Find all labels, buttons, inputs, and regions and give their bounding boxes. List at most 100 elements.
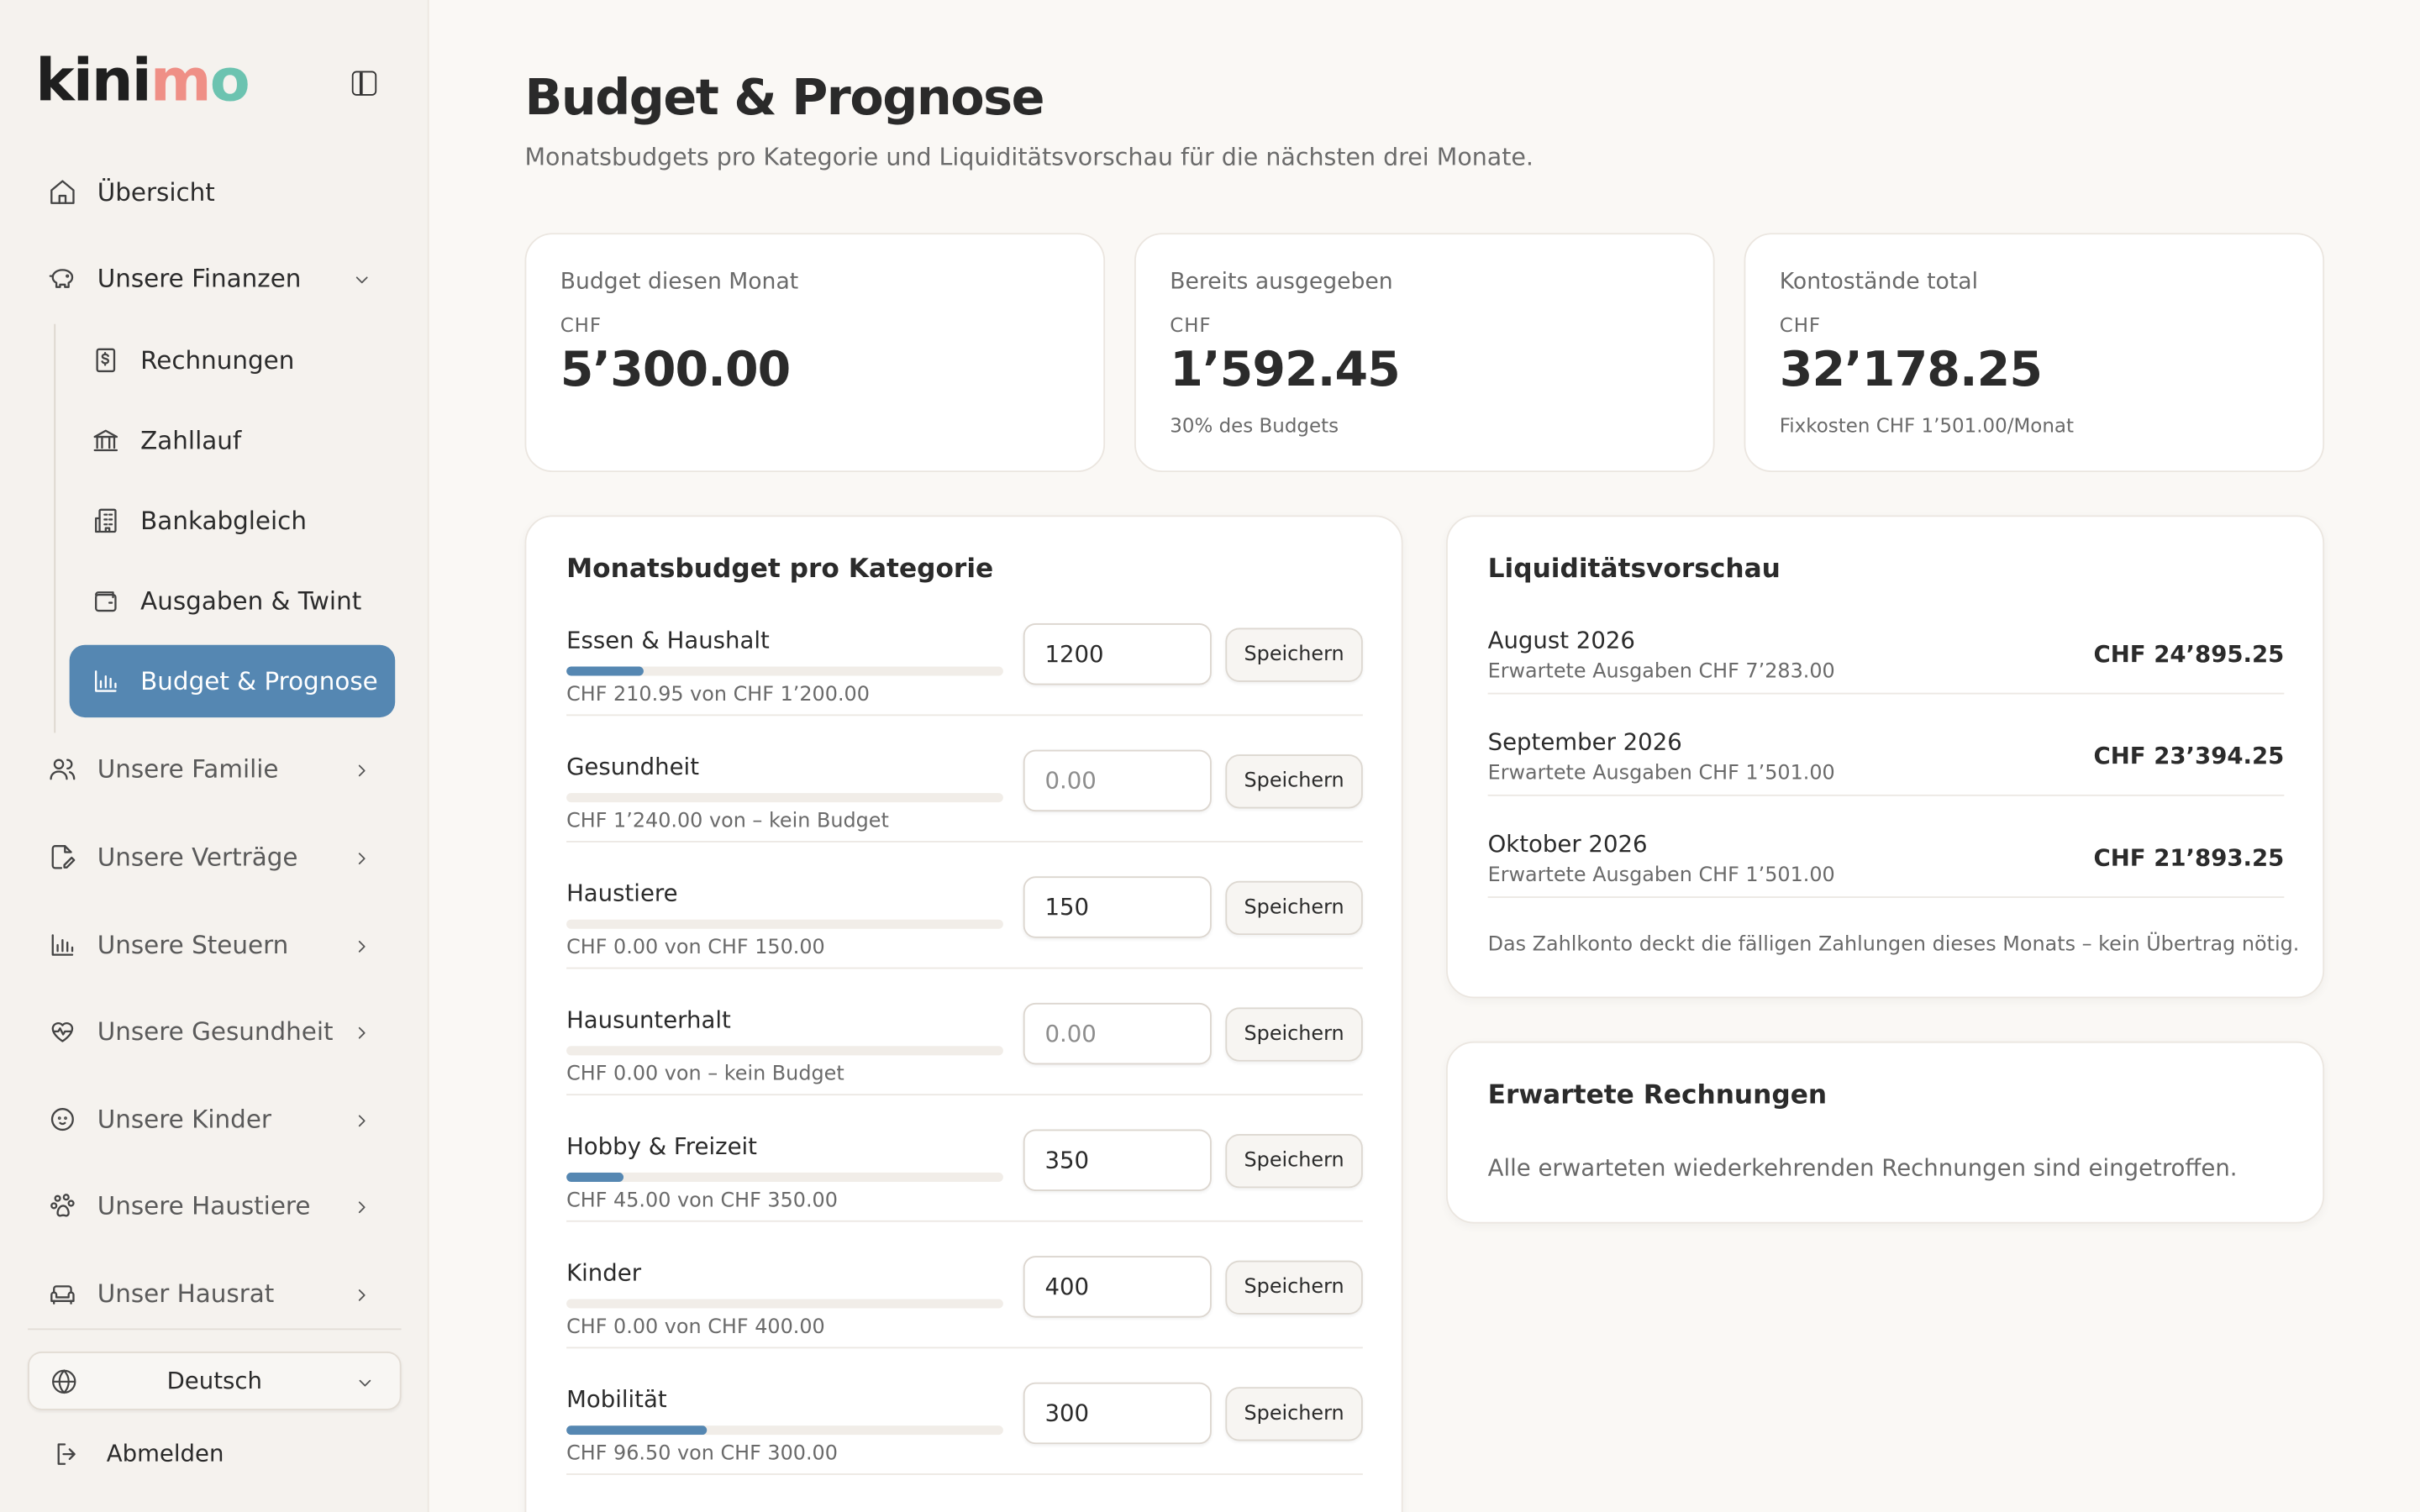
row-divider bbox=[566, 1220, 1363, 1222]
page-subtitle: Monatsbudgets pro Kategorie und Liquidit… bbox=[524, 143, 1534, 171]
liquidity-note: Das Zahlkonto deckt die fälligen Zahlung… bbox=[1487, 933, 2300, 957]
liquidity-panel-title: Liquiditätsvorschau bbox=[1487, 554, 1781, 585]
sidebar-toggle-icon[interactable] bbox=[351, 71, 377, 96]
stat-note: 30% des Budgets bbox=[1170, 413, 1339, 437]
globe-icon bbox=[50, 1367, 79, 1402]
sidebar-item-payment-run[interactable]: Zahllauf bbox=[90, 409, 394, 470]
budget-progress-bar bbox=[566, 1046, 1003, 1056]
logout-label: Abmelden bbox=[106, 1439, 224, 1467]
paw-icon bbox=[46, 1189, 77, 1221]
sidebar-item-label: Rechnungen bbox=[140, 344, 295, 375]
save-button[interactable]: Speichern bbox=[1225, 1134, 1363, 1189]
category-spent: CHF 0.00 von CHF 400.00 bbox=[566, 1315, 825, 1340]
save-button[interactable]: Speichern bbox=[1225, 627, 1363, 682]
save-button[interactable]: Speichern bbox=[1225, 880, 1363, 936]
progress-fill bbox=[566, 1425, 708, 1436]
sidebar-item-health[interactable]: Unsere Gesundheit bbox=[46, 1000, 393, 1061]
sidebar-item-finances[interactable]: Unsere Finanzen bbox=[46, 247, 393, 308]
save-button[interactable]: Speichern bbox=[1225, 754, 1363, 809]
chevron-right-icon bbox=[352, 758, 372, 787]
sidebar-item-label: Unsere Familie bbox=[97, 753, 279, 784]
category-spent: CHF 45.00 von CHF 350.00 bbox=[566, 1189, 838, 1213]
liquidity-expected: Erwartete Ausgaben CHF 1’501.00 bbox=[1487, 864, 1835, 888]
row-divider bbox=[1487, 896, 2285, 898]
sidebar-item-pets[interactable]: Unsere Haustiere bbox=[46, 1174, 393, 1236]
sidebar-item-budget-forecast[interactable]: Budget & Prognose bbox=[69, 644, 396, 718]
sidebar-item-bank-reconciliation[interactable]: Bankabgleich bbox=[90, 489, 394, 550]
progress-fill bbox=[566, 1172, 623, 1182]
sidebar-item-children[interactable]: Unsere Kinder bbox=[46, 1088, 393, 1149]
liquidity-expected: Erwartete Ausgaben CHF 7’283.00 bbox=[1487, 660, 1835, 684]
liquidity-month: September 2026 bbox=[1487, 727, 1682, 757]
sidebar-item-expenses-twint[interactable]: Ausgaben & Twint bbox=[90, 570, 394, 631]
stat-label: Bereits ausgegeben bbox=[1170, 270, 1393, 295]
submenu-line bbox=[54, 323, 56, 733]
budget-input[interactable] bbox=[1023, 749, 1212, 812]
stat-value: 32’178.25 bbox=[1779, 342, 2043, 398]
chevron-right-icon bbox=[352, 1194, 372, 1224]
sidebar-item-label: Unsere Haustiere bbox=[97, 1190, 311, 1220]
sidebar-item-contracts[interactable]: Unsere Verträge bbox=[46, 826, 393, 887]
row-divider bbox=[566, 714, 1363, 717]
budget-input[interactable] bbox=[1023, 1382, 1212, 1445]
row-divider bbox=[566, 967, 1363, 969]
sofa-icon bbox=[46, 1278, 77, 1309]
stat-label: Budget diesen Monat bbox=[560, 270, 799, 295]
category-name: Essen & Haushalt bbox=[566, 626, 770, 654]
sidebar-item-overview[interactable]: Übersicht bbox=[46, 160, 393, 222]
budget-progress-bar bbox=[566, 1299, 1003, 1309]
sidebar-item-label: Unsere Finanzen bbox=[97, 263, 302, 293]
budget-progress-bar bbox=[566, 1425, 1003, 1436]
stat-note: Fixkosten CHF 1’501.00/Monat bbox=[1779, 413, 2074, 437]
budget-progress-bar bbox=[566, 666, 1003, 676]
budget-progress-bar bbox=[566, 793, 1003, 803]
save-button[interactable]: Speichern bbox=[1225, 1387, 1363, 1441]
category-name: Hausunterhalt bbox=[566, 1005, 731, 1034]
language-select[interactable]: Deutsch bbox=[28, 1351, 402, 1410]
category-name: Hobby & Freizeit bbox=[566, 1132, 757, 1161]
chevron-right-icon bbox=[352, 933, 372, 963]
stat-value: 1’592.45 bbox=[1170, 342, 1401, 398]
kinimo-logo[interactable]: kinimo bbox=[35, 46, 250, 114]
row-divider bbox=[566, 1473, 1363, 1475]
liquidity-amount: CHF 23’394.25 bbox=[2093, 742, 2285, 770]
logout-icon bbox=[57, 1442, 76, 1465]
sidebar-item-household[interactable]: Unser Hausrat bbox=[46, 1262, 393, 1323]
save-button[interactable]: Speichern bbox=[1225, 1007, 1363, 1062]
category-spent: CHF 96.50 von CHF 300.00 bbox=[566, 1442, 838, 1466]
bar-chart-icon bbox=[46, 929, 77, 960]
budget-row: Mobilität CHF 96.50 von CHF 300.00 Speic… bbox=[566, 1382, 1363, 1512]
sidebar-item-bills[interactable]: Rechnungen bbox=[90, 328, 394, 390]
sidebar-item-label: Zahllauf bbox=[140, 425, 242, 454]
budget-panel-title: Monatsbudget pro Kategorie bbox=[566, 554, 994, 585]
budget-input[interactable] bbox=[1023, 1002, 1212, 1065]
budget-input[interactable] bbox=[1023, 876, 1212, 938]
budget-row: Kinder CHF 0.00 von CHF 400.00 Speichern bbox=[566, 1256, 1363, 1386]
budget-input[interactable] bbox=[1023, 623, 1212, 685]
budget-row: Essen & Haushalt CHF 210.95 von CHF 1’20… bbox=[566, 623, 1363, 753]
category-spent: CHF 0.00 von CHF 150.00 bbox=[566, 936, 825, 960]
liquidity-row: August 2026 Erwartete Ausgaben CHF 7’283… bbox=[1487, 627, 2285, 728]
category-name: Mobilität bbox=[566, 1385, 667, 1414]
liquidity-row: September 2026 Erwartete Ausgaben CHF 1’… bbox=[1487, 727, 2285, 830]
budget-input[interactable] bbox=[1023, 1129, 1212, 1191]
sidebar-item-label: Unser Hausrat bbox=[97, 1278, 275, 1308]
piggy-bank-icon bbox=[46, 262, 77, 293]
sidebar-item-family[interactable]: Unsere Familie bbox=[46, 738, 393, 799]
sidebar-item-label: Budget & Prognose bbox=[140, 666, 378, 696]
stat-label: Kontostände total bbox=[1779, 270, 1979, 295]
chevron-right-icon bbox=[352, 846, 372, 875]
category-spent: CHF 1’240.00 von – kein Budget bbox=[566, 810, 889, 833]
budget-input[interactable] bbox=[1023, 1256, 1212, 1318]
logout-button[interactable]: Abmelden bbox=[52, 1435, 224, 1472]
page-title: Budget & Prognose bbox=[524, 67, 1044, 127]
progress-fill bbox=[566, 666, 644, 676]
liquidity-expected: Erwartete Ausgaben CHF 1’501.00 bbox=[1487, 762, 1835, 785]
save-button[interactable]: Speichern bbox=[1225, 1260, 1363, 1315]
category-name: Haustiere bbox=[566, 879, 678, 908]
sidebar-item-taxes[interactable]: Unsere Steuern bbox=[46, 913, 393, 974]
invoice-dollar-icon bbox=[90, 344, 121, 375]
baby-face-icon bbox=[46, 1103, 77, 1134]
sidebar: kinimo Übersicht Unsere Finanzen Rechnun… bbox=[0, 0, 429, 1512]
liquidity-row: Oktober 2026 Erwartete Ausgaben CHF 1’50… bbox=[1487, 830, 2285, 932]
